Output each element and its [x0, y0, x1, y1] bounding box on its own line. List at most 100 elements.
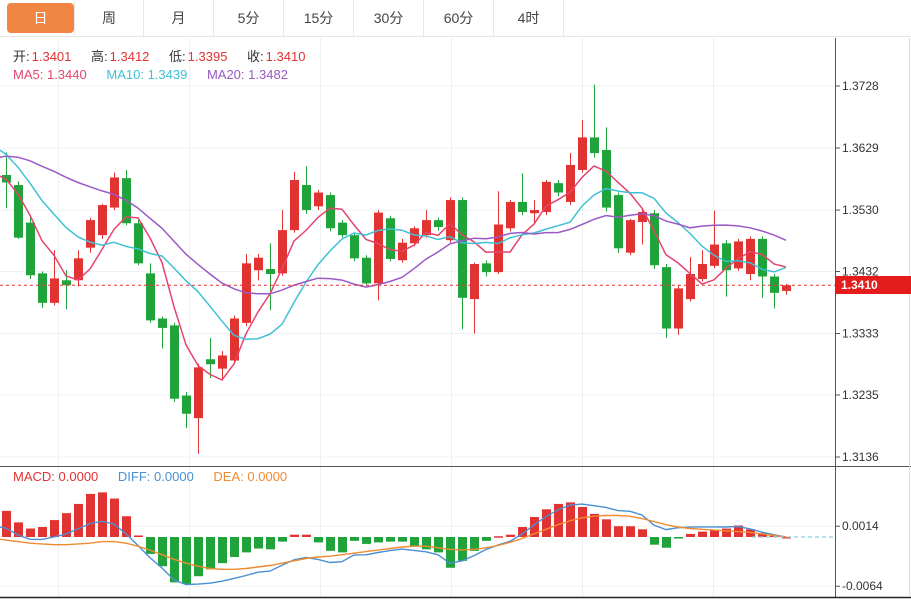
- candle[interactable]: [14, 185, 23, 238]
- candle[interactable]: [302, 185, 311, 211]
- candle[interactable]: [290, 180, 299, 231]
- candle[interactable]: [62, 280, 71, 286]
- ma5-line: [0, 165, 787, 381]
- candle[interactable]: [194, 367, 203, 419]
- candle[interactable]: [542, 181, 551, 212]
- macd-histogram-bar: [98, 492, 107, 537]
- macd-histogram-bar: [134, 535, 143, 537]
- macd-histogram-bar: [2, 510, 11, 537]
- high-value: 1.3412: [109, 49, 150, 64]
- candle[interactable]: [134, 223, 143, 264]
- candle[interactable]: [650, 213, 659, 266]
- candle[interactable]: [578, 137, 587, 170]
- candle[interactable]: [782, 285, 791, 291]
- candle[interactable]: [518, 201, 527, 212]
- candle[interactable]: [374, 212, 383, 284]
- candle[interactable]: [26, 222, 35, 276]
- candle[interactable]: [278, 230, 287, 274]
- candle[interactable]: [362, 257, 371, 284]
- macd-histogram-bar: [758, 533, 767, 537]
- candle[interactable]: [602, 149, 611, 208]
- candle[interactable]: [98, 205, 107, 236]
- candle[interactable]: [746, 238, 755, 275]
- candle[interactable]: [758, 238, 767, 277]
- candle[interactable]: [386, 218, 395, 259]
- candle[interactable]: [734, 241, 743, 269]
- current-price-tag: 1.3410: [836, 276, 911, 294]
- tab-day[interactable]: 日: [7, 3, 74, 33]
- candle[interactable]: [566, 164, 575, 202]
- candle[interactable]: [698, 263, 707, 280]
- candle[interactable]: [158, 318, 167, 328]
- macd-histogram-bar: [182, 537, 191, 584]
- axis-tick-label: 1.3530: [842, 203, 879, 217]
- candle[interactable]: [338, 222, 347, 236]
- candle[interactable]: [206, 359, 215, 365]
- candle[interactable]: [254, 257, 263, 271]
- candle[interactable]: [638, 211, 647, 222]
- candle[interactable]: [722, 243, 731, 271]
- candle[interactable]: [350, 235, 359, 259]
- candle[interactable]: [326, 195, 335, 229]
- macd-histogram-bar: [458, 537, 467, 561]
- candle[interactable]: [86, 220, 95, 248]
- macd-histogram-bar: [302, 534, 311, 537]
- candle[interactable]: [146, 273, 155, 321]
- candle[interactable]: [434, 220, 443, 228]
- macd-histogram-bar: [506, 534, 515, 537]
- candle[interactable]: [530, 210, 539, 214]
- macd-histogram-bar: [26, 528, 35, 537]
- ohlc-info-row: 开: 1.3401 高: 1.3412 低: 1.3395 收: 1.3410: [13, 46, 321, 65]
- close-value: 1.3410: [265, 49, 306, 64]
- candle[interactable]: [266, 268, 275, 275]
- macd-value-label: MACD: 0.0000: [13, 469, 99, 484]
- candle[interactable]: [626, 220, 635, 253]
- candle[interactable]: [662, 267, 671, 329]
- candle[interactable]: [218, 355, 227, 369]
- candle[interactable]: [674, 288, 683, 329]
- candle[interactable]: [554, 183, 563, 193]
- tab-5min[interactable]: 5分: [214, 0, 284, 36]
- candle[interactable]: [470, 263, 479, 300]
- candle[interactable]: [494, 224, 503, 273]
- candle[interactable]: [446, 200, 455, 241]
- open-value: 1.3401: [31, 49, 72, 64]
- macd-histogram-bar: [590, 513, 599, 537]
- macd-histogram-bar: [698, 531, 707, 537]
- candle[interactable]: [686, 274, 695, 300]
- macd-histogram-bar: [86, 493, 95, 537]
- candle[interactable]: [38, 273, 47, 303]
- candle[interactable]: [50, 278, 59, 303]
- ma10-label: MA10: 1.3439: [106, 67, 188, 82]
- candle[interactable]: [170, 325, 179, 399]
- tab-60min[interactable]: 60分: [424, 0, 494, 36]
- macd-histogram-bar: [254, 537, 263, 549]
- candle[interactable]: [482, 263, 491, 273]
- axis-tick-label: -0.0064: [842, 579, 883, 593]
- tab-month[interactable]: 月: [144, 0, 214, 36]
- candle[interactable]: [110, 177, 119, 208]
- candle[interactable]: [74, 258, 83, 281]
- candle[interactable]: [314, 192, 323, 207]
- tab-15min[interactable]: 15分: [284, 0, 354, 36]
- axis-tick-label: 1.3333: [842, 327, 879, 341]
- ma5-label: MA5: 1.3440: [13, 67, 87, 82]
- candle[interactable]: [422, 220, 431, 236]
- candle[interactable]: [230, 318, 239, 361]
- candle[interactable]: [770, 276, 779, 293]
- macd-histogram-bar: [626, 526, 635, 537]
- tab-week[interactable]: 周: [74, 0, 144, 36]
- macd-histogram-bar: [14, 522, 23, 537]
- axis-tick-label: 1.3629: [842, 141, 879, 155]
- candle[interactable]: [614, 195, 623, 249]
- axis-tick-label: 1.3432: [842, 265, 879, 279]
- tab-4hour[interactable]: 4时: [494, 0, 564, 36]
- candle[interactable]: [458, 200, 467, 298]
- macd-histogram-bar: [410, 537, 419, 547]
- candle[interactable]: [506, 201, 515, 229]
- candle[interactable]: [590, 137, 599, 154]
- tab-30min[interactable]: 30分: [354, 0, 424, 36]
- candle[interactable]: [182, 395, 191, 414]
